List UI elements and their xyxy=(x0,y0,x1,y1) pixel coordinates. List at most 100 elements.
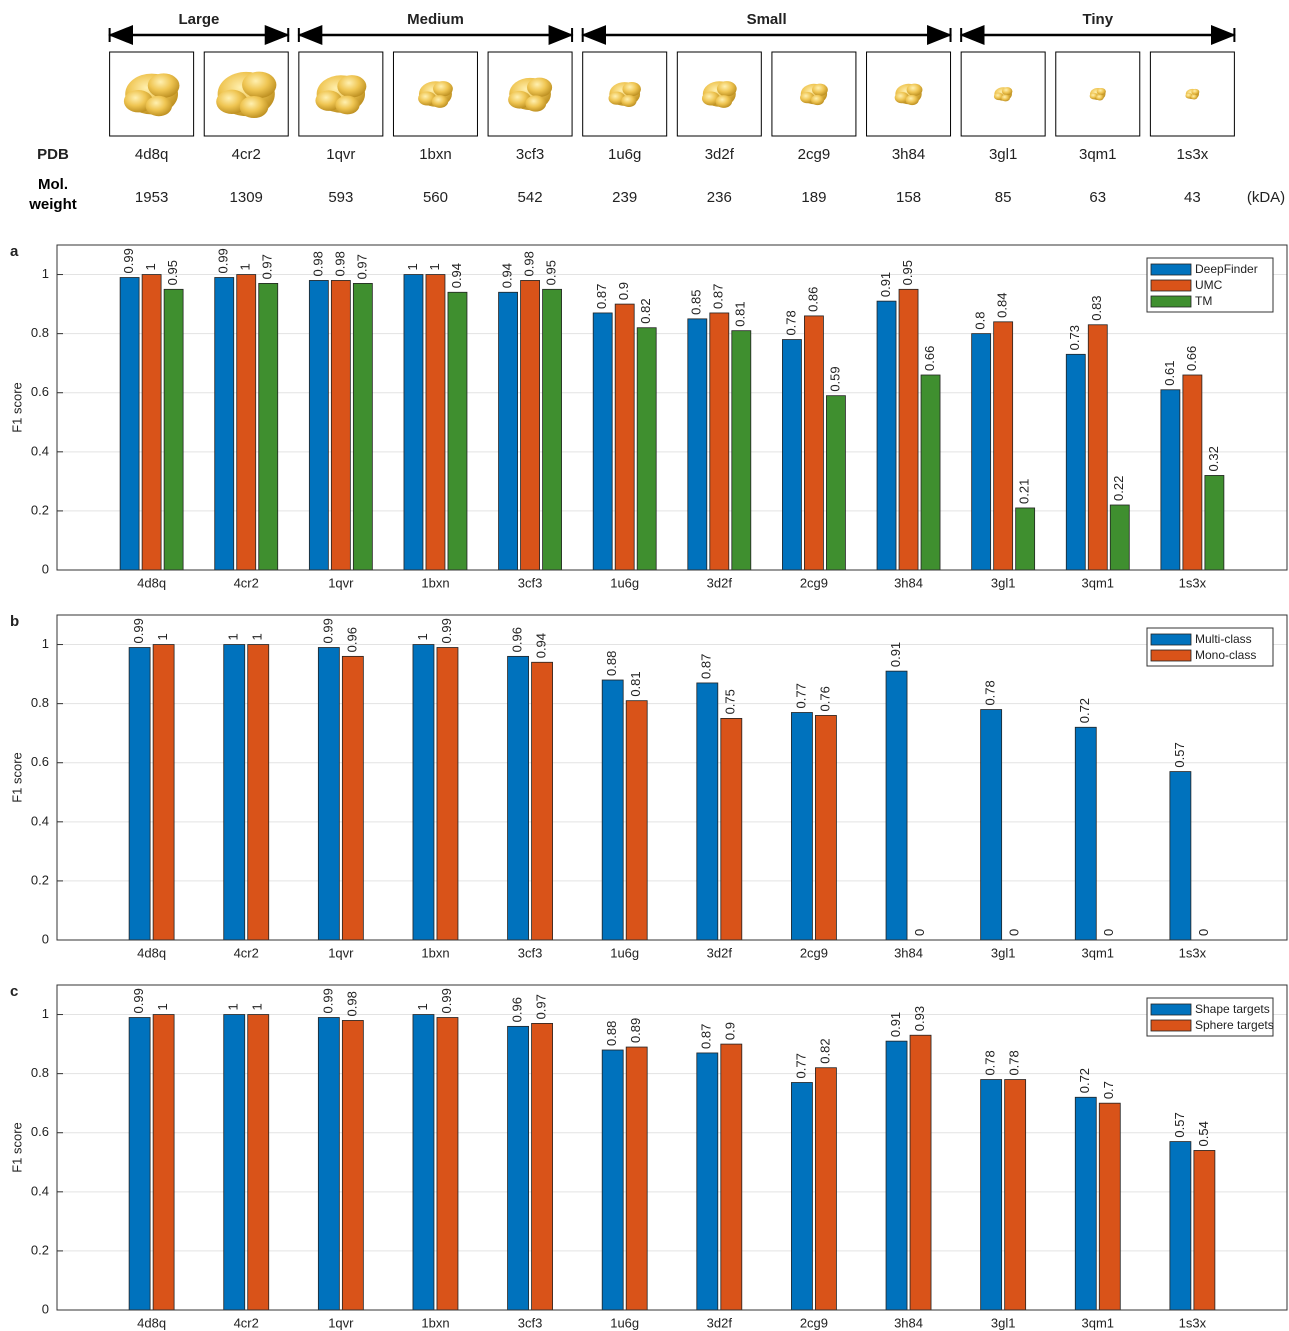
y-tick-label: 0 xyxy=(42,1301,49,1316)
bar xyxy=(601,1049,624,1311)
y-tick-label: 0.8 xyxy=(31,695,49,710)
structure-thumbnail xyxy=(525,95,547,112)
legend-swatch xyxy=(1150,295,1192,308)
value-label: 1 xyxy=(143,263,158,270)
mol-weight: 1953 xyxy=(135,189,168,206)
value-label: 0.99 xyxy=(320,988,335,1013)
x-tick-label: 1qvr xyxy=(328,1315,354,1330)
value-label: 0.32 xyxy=(1206,446,1221,471)
bar xyxy=(696,682,719,941)
value-label: 0.91 xyxy=(888,1012,903,1037)
y-tick-label: 0.2 xyxy=(31,872,49,887)
x-tick-label: 3d2f xyxy=(707,575,733,590)
bar xyxy=(447,291,468,571)
x-tick-label: 3qm1 xyxy=(1082,575,1115,590)
bar xyxy=(214,277,235,571)
x-tick-label: 1qvr xyxy=(328,945,354,960)
value-label: 0.94 xyxy=(500,263,515,288)
x-tick-label: 3gl1 xyxy=(991,575,1016,590)
bar xyxy=(542,288,562,571)
value-label: 0.59 xyxy=(827,366,842,391)
value-label: 1 xyxy=(427,263,442,270)
x-tick-label: 4d8q xyxy=(137,575,166,590)
value-label: 0.84 xyxy=(995,293,1010,318)
panel-label: c xyxy=(10,983,18,1000)
value-label: 0.87 xyxy=(699,1024,714,1049)
value-label: 0.78 xyxy=(1007,1050,1022,1075)
value-label: 0.22 xyxy=(1111,476,1126,501)
value-label: 1 xyxy=(155,633,170,640)
structure-thumbnail xyxy=(1191,88,1200,95)
value-label: 0.96 xyxy=(344,627,359,652)
legend-swatch xyxy=(1150,633,1192,646)
bar xyxy=(152,1014,175,1311)
bar xyxy=(815,715,837,941)
bar xyxy=(909,1034,932,1311)
bar xyxy=(163,288,184,571)
value-label: 0.94 xyxy=(449,263,464,288)
value-label: 0.99 xyxy=(320,618,335,643)
x-tick-label: 3cf3 xyxy=(518,945,543,960)
bar xyxy=(412,1014,435,1311)
value-label: 0.96 xyxy=(510,627,525,652)
bar xyxy=(498,291,518,571)
value-label: 0 xyxy=(1007,929,1022,936)
bar xyxy=(520,280,540,571)
structure-thumbnail xyxy=(905,94,919,106)
structure-thumbnail xyxy=(716,81,737,97)
bar xyxy=(791,1082,813,1311)
bar xyxy=(223,644,246,941)
x-tick-label: 4cr2 xyxy=(234,575,259,590)
value-label: 0.83 xyxy=(1089,295,1104,320)
plot-frame xyxy=(56,984,1288,1311)
bar xyxy=(128,647,151,941)
value-label: 1 xyxy=(238,263,253,270)
bar xyxy=(709,312,730,571)
bar xyxy=(720,1043,743,1311)
bar xyxy=(223,1014,246,1311)
bar xyxy=(1074,1096,1097,1311)
value-label: 0.98 xyxy=(310,251,325,276)
value-label: 0.89 xyxy=(628,1018,643,1043)
value-label: 0.87 xyxy=(699,654,714,679)
value-label: 0.77 xyxy=(793,683,808,708)
structure-thumbnail xyxy=(147,73,180,98)
structure-thumbnail xyxy=(335,95,360,115)
bar xyxy=(980,709,1003,941)
bar xyxy=(601,679,624,941)
structure-box xyxy=(487,51,573,137)
value-label: 1 xyxy=(250,633,265,640)
bar xyxy=(804,315,824,571)
x-tick-label: 1s3x xyxy=(1179,1315,1207,1330)
structure-thumbnail xyxy=(1190,94,1198,100)
value-label: 0.82 xyxy=(817,1038,832,1063)
bar xyxy=(971,333,992,571)
legend-swatch xyxy=(1150,649,1192,662)
value-label: 0.95 xyxy=(900,260,915,285)
bar xyxy=(1109,504,1130,571)
bar xyxy=(1098,1102,1121,1311)
y-tick-label: 1 xyxy=(42,266,49,281)
mol-weight: 43 xyxy=(1184,189,1201,206)
pdb-id: 1bxn xyxy=(419,146,452,163)
mol-weight: 560 xyxy=(423,189,448,206)
bar xyxy=(1169,1141,1192,1311)
value-label: 0.77 xyxy=(793,1053,808,1078)
bar xyxy=(341,655,364,941)
bar xyxy=(317,1017,340,1311)
x-tick-label: 3h84 xyxy=(894,1315,923,1330)
bar xyxy=(1015,507,1036,571)
bar xyxy=(1004,1079,1027,1311)
value-label: 1 xyxy=(250,1003,265,1010)
bar xyxy=(308,280,329,571)
structure-thumbnail xyxy=(239,95,269,119)
pdb-id: 4d8q xyxy=(135,146,168,163)
value-label: 0.21 xyxy=(1017,479,1032,504)
bar xyxy=(330,280,351,571)
x-tick-label: 3h84 xyxy=(894,575,923,590)
bar xyxy=(531,1023,553,1311)
x-tick-label: 1u6g xyxy=(610,945,639,960)
structure-thumbnail xyxy=(431,95,449,108)
y-axis-label: F1 score xyxy=(9,1122,24,1173)
